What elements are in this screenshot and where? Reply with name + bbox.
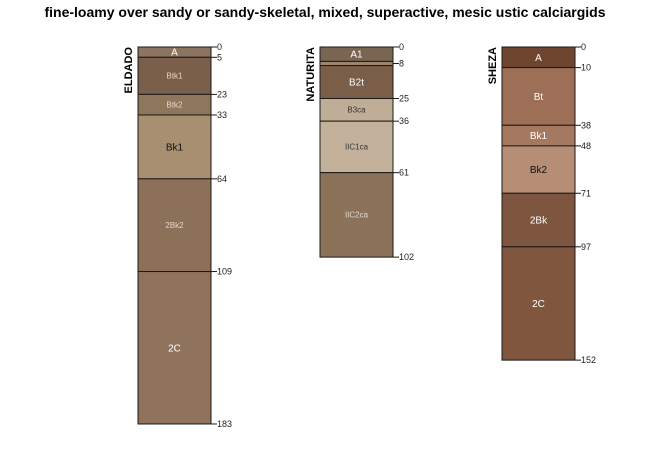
depth-label: 48	[581, 141, 591, 151]
horizon-iic1ca	[319, 120, 394, 174]
horizon-label: 2C	[168, 343, 181, 354]
profile-naturita: A1 B2t B3ca IIC1ca IIC2ca 0 8 25 36 61 102 NATURITA	[305, 42, 414, 262]
horizon-label: IIC1ca	[345, 143, 369, 152]
depth-label: 97	[581, 242, 591, 252]
depth-label: 71	[581, 188, 591, 198]
horizon-label: Btk2	[166, 100, 183, 109]
horizon-label: Bk1	[530, 131, 548, 142]
horizon-thin-1	[319, 60, 394, 67]
horizon-label: B3ca	[347, 106, 366, 115]
horizon-label: A	[535, 53, 542, 64]
horizon-label: Btk1	[166, 72, 183, 81]
horizon-2c	[501, 246, 576, 361]
depth-label: 23	[217, 89, 227, 99]
horizon-bk2	[501, 145, 576, 194]
horizon-iic2ca	[319, 172, 394, 258]
depth-label: 64	[217, 174, 227, 184]
horizon-label: Bk1	[166, 142, 184, 153]
chart-title: fine-loamy over sandy or sandy-skeletal,…	[44, 4, 605, 20]
profile-name: NATURITA	[305, 47, 317, 102]
horizon-label: IIC2ca	[345, 211, 369, 220]
depth-label: 10	[581, 63, 591, 73]
horizon-label: 2Bk2	[165, 221, 184, 230]
horizon-2bk	[501, 192, 576, 248]
depth-label: 8	[399, 58, 404, 68]
depth-label: 36	[399, 116, 409, 126]
depth-label: 0	[217, 42, 222, 52]
horizon-2bk2	[137, 178, 212, 273]
depth-label: 25	[399, 94, 409, 104]
profile-eldado: A Btk1 Btk2 Bk1 2Bk2 2C 05 23 33 64 109 183 ELDADO	[123, 42, 232, 429]
horizon-2c	[137, 271, 212, 425]
profile-name: SHEZA	[487, 47, 499, 84]
horizon-label: B2t	[349, 78, 364, 89]
depth-label: 0	[399, 42, 404, 52]
horizon-label: A1	[350, 50, 363, 61]
depth-label: 152	[581, 355, 596, 365]
horizon-label: Bt	[534, 92, 544, 103]
horizon-label: Bk2	[530, 165, 548, 176]
horizon-label: A	[171, 48, 178, 59]
profile-sheza: A Bt Bk1 Bk2 2Bk 2C 0 10 38 48 71 97 152 SHEZA	[487, 42, 596, 365]
horizon-bt	[501, 67, 576, 126]
depth-label: 109	[217, 267, 232, 277]
horizon-label: 2C	[532, 299, 545, 310]
depth-label: 5	[217, 52, 222, 62]
horizon-label: 2Bk	[530, 216, 548, 227]
depth-label: 61	[399, 168, 409, 178]
depth-label: 102	[399, 252, 414, 262]
horizon-btk1	[137, 56, 212, 95]
depth-label: 0	[581, 42, 586, 52]
profile-name: ELDADO	[123, 47, 135, 94]
depth-label: 183	[217, 419, 232, 429]
depth-label: 38	[581, 120, 591, 130]
depth-label: 33	[217, 110, 227, 120]
